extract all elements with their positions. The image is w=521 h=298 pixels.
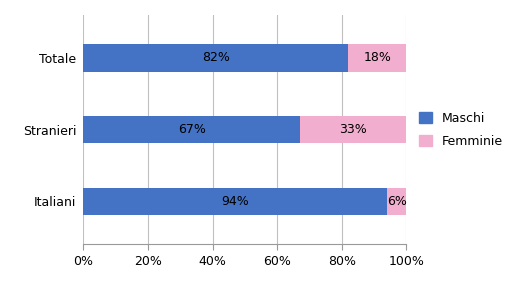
Text: 18%: 18%: [363, 52, 391, 64]
Legend: Maschi, Femminie: Maschi, Femminie: [419, 112, 503, 148]
Text: 6%: 6%: [387, 195, 406, 208]
Text: 67%: 67%: [178, 123, 205, 136]
Bar: [83, 44, 348, 72]
Bar: [387, 188, 406, 215]
Bar: [83, 188, 387, 215]
Text: 82%: 82%: [202, 52, 230, 64]
Text: 94%: 94%: [221, 195, 249, 208]
Bar: [300, 116, 406, 143]
Bar: [83, 116, 300, 143]
Text: 33%: 33%: [339, 123, 367, 136]
Bar: [348, 44, 406, 72]
